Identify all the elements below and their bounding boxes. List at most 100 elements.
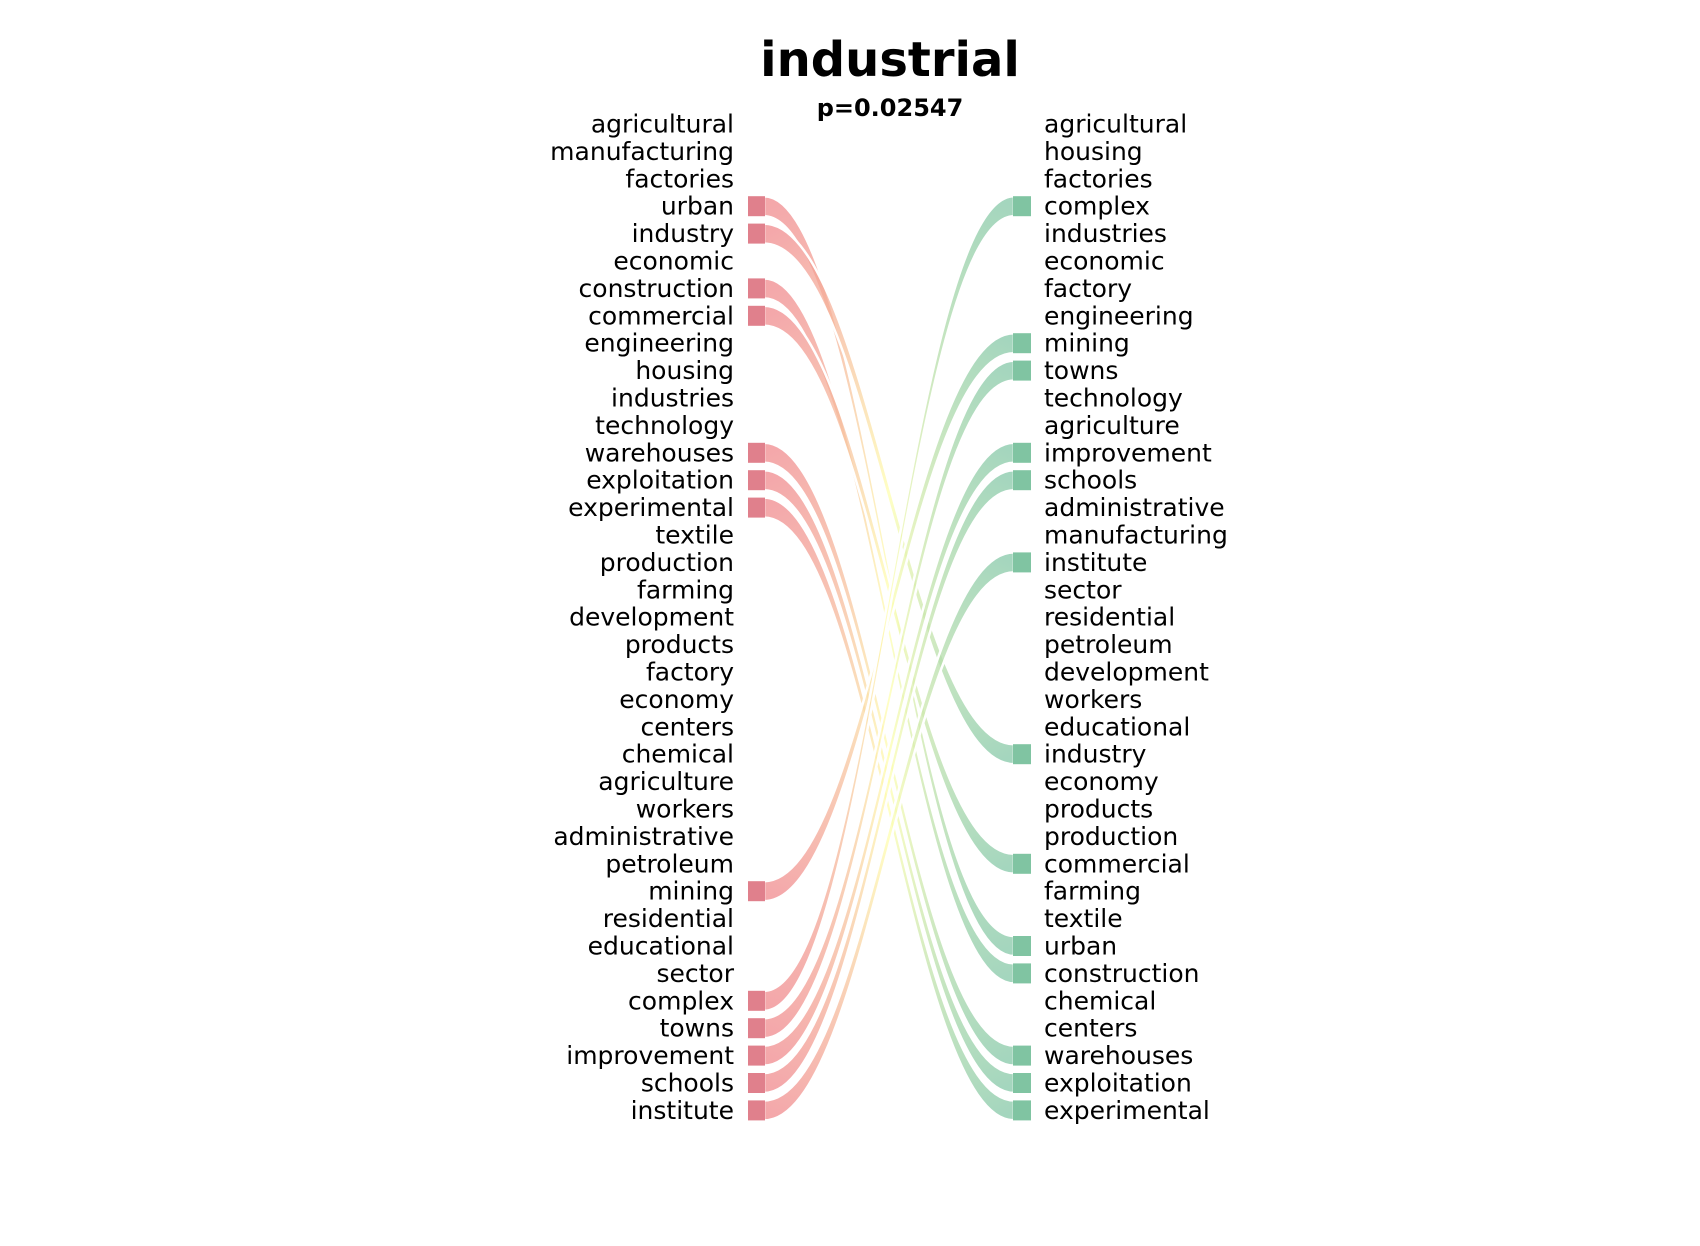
left-label-commercial: commercial xyxy=(588,301,734,330)
left-label-workers: workers xyxy=(636,795,734,824)
left-label-urban: urban xyxy=(661,192,734,221)
right-label-urban: urban xyxy=(1044,932,1117,961)
right-label-agricultural: agricultural xyxy=(1044,110,1187,139)
right-label-layer: agriculturalhousingfactoriescomplexindus… xyxy=(1044,110,1228,1125)
left-label-warehouses: warehouses xyxy=(585,438,734,467)
left-label-products: products xyxy=(625,630,734,659)
left-label-economic: economic xyxy=(613,247,734,276)
left-label-manufacturing: manufacturing xyxy=(550,137,734,166)
right-marker-construction xyxy=(1013,963,1031,984)
right-label-sector: sector xyxy=(1044,575,1122,604)
left-label-economy: economy xyxy=(619,685,734,714)
left-label-farming: farming xyxy=(637,575,734,604)
right-label-warehouses: warehouses xyxy=(1044,1041,1193,1070)
right-marker-warehouses xyxy=(1013,1045,1031,1066)
right-label-factory: factory xyxy=(1044,274,1132,303)
left-label-petroleum: petroleum xyxy=(605,849,734,878)
left-label-production: production xyxy=(600,548,734,577)
right-label-commercial: commercial xyxy=(1044,849,1190,878)
right-marker-improvement xyxy=(1013,442,1031,463)
right-label-production: production xyxy=(1044,822,1178,851)
left-label-administrative: administrative xyxy=(553,822,734,851)
right-label-petroleum: petroleum xyxy=(1044,630,1173,659)
link-industry xyxy=(762,222,1016,766)
left-marker-experimental xyxy=(748,497,765,518)
chart-title: industrial xyxy=(760,32,1020,88)
right-label-technology: technology xyxy=(1044,384,1183,413)
left-label-industry: industry xyxy=(632,219,735,248)
right-label-construction: construction xyxy=(1044,959,1199,988)
left-marker-improvement xyxy=(748,1045,765,1066)
right-marker-commercial xyxy=(1013,853,1031,874)
right-label-manufacturing: manufacturing xyxy=(1044,521,1228,550)
left-label-educational: educational xyxy=(588,932,734,961)
right-label-economy: economy xyxy=(1044,767,1159,796)
left-marker-urban xyxy=(748,196,765,217)
left-marker-exploitation xyxy=(748,470,765,491)
left-label-factory: factory xyxy=(646,658,734,687)
left-label-industries: industries xyxy=(611,384,734,413)
left-marker-towns xyxy=(748,1018,765,1039)
right-label-economic: economic xyxy=(1044,247,1165,276)
left-label-institute: institute xyxy=(631,1096,734,1125)
right-marker-schools xyxy=(1013,470,1031,491)
right-label-factories: factories xyxy=(1044,164,1153,193)
left-label-schools: schools xyxy=(641,1069,734,1098)
left-label-centers: centers xyxy=(641,712,734,741)
left-label-chemical: chemical xyxy=(622,740,734,769)
right-label-development: development xyxy=(1044,658,1209,687)
right-marker-exploitation xyxy=(1013,1073,1031,1093)
right-label-institute: institute xyxy=(1044,548,1147,577)
right-label-farming: farming xyxy=(1044,877,1141,906)
link-layer xyxy=(762,194,1016,1122)
right-marker-experimental xyxy=(1013,1100,1031,1121)
right-marker-complex xyxy=(1013,196,1031,217)
left-label-exploitation: exploitation xyxy=(586,466,734,495)
left-label-layer: agriculturalmanufacturingfactoriesurbani… xyxy=(550,110,735,1125)
left-marker-warehouses xyxy=(748,442,765,463)
right-marker-institute xyxy=(1013,552,1031,573)
left-marker-institute xyxy=(748,1100,765,1121)
left-marker-mining xyxy=(748,881,765,902)
right-label-improvement: improvement xyxy=(1044,438,1212,467)
left-label-improvement: improvement xyxy=(566,1041,734,1070)
right-label-centers: centers xyxy=(1044,1014,1137,1043)
right-label-industry: industry xyxy=(1044,740,1147,769)
left-label-construction: construction xyxy=(579,274,734,303)
left-label-residential: residential xyxy=(603,904,734,933)
right-label-chemical: chemical xyxy=(1044,986,1156,1015)
right-label-workers: workers xyxy=(1044,685,1142,714)
left-label-development: development xyxy=(569,603,734,632)
right-marker-mining xyxy=(1013,333,1031,354)
left-label-sector: sector xyxy=(656,959,734,988)
left-marker-schools xyxy=(748,1073,765,1093)
right-label-towns: towns xyxy=(1044,356,1118,385)
right-label-schools: schools xyxy=(1044,466,1137,495)
left-label-agricultural: agricultural xyxy=(591,110,734,139)
left-label-towns: towns xyxy=(660,1014,734,1043)
right-marker-layer xyxy=(1013,196,1031,1121)
right-label-administrative: administrative xyxy=(1044,493,1225,522)
right-label-products: products xyxy=(1044,795,1153,824)
left-marker-commercial xyxy=(748,305,765,326)
left-marker-industry xyxy=(748,223,765,244)
left-label-agriculture: agriculture xyxy=(598,767,734,796)
right-label-textile: textile xyxy=(1044,904,1123,933)
left-marker-construction xyxy=(748,278,765,299)
right-label-housing: housing xyxy=(1044,137,1143,166)
left-label-experimental: experimental xyxy=(568,493,734,522)
right-label-educational: educational xyxy=(1044,712,1190,741)
right-label-exploitation: exploitation xyxy=(1044,1069,1192,1098)
left-label-housing: housing xyxy=(635,356,734,385)
chart-subtitle: p=0.02547 xyxy=(817,94,964,122)
right-marker-towns xyxy=(1013,360,1031,381)
right-label-industries: industries xyxy=(1044,219,1167,248)
right-label-residential: residential xyxy=(1044,603,1175,632)
left-label-engineering: engineering xyxy=(584,329,734,358)
left-label-mining: mining xyxy=(648,877,734,906)
right-marker-industry xyxy=(1013,744,1031,765)
left-marker-layer xyxy=(748,196,765,1121)
right-label-experimental: experimental xyxy=(1044,1096,1210,1125)
right-label-complex: complex xyxy=(1044,192,1150,221)
